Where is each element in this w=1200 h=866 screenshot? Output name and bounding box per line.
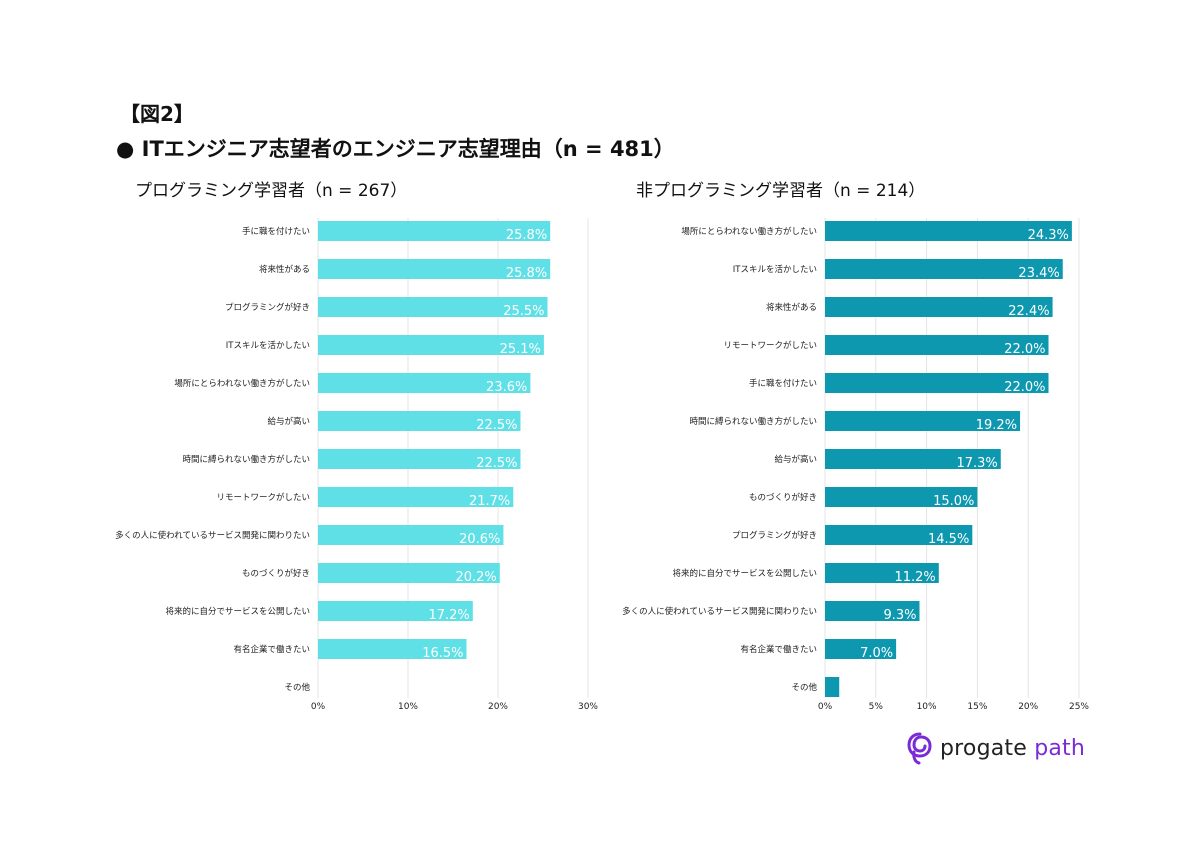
category-label: 多くの人に使われているサービス開発に関わりたい xyxy=(115,530,310,541)
bar xyxy=(825,221,1072,241)
data-label: 21.7% xyxy=(469,494,510,509)
bar xyxy=(825,449,1001,469)
category-label: リモートワークがしたい xyxy=(216,492,310,503)
bar xyxy=(318,563,500,583)
category-label: ITスキルを活かしたい xyxy=(226,340,310,351)
data-label: 22.0% xyxy=(1004,342,1045,357)
data-label: 22.4% xyxy=(1008,304,1049,319)
logo-text-path: path xyxy=(1034,735,1086,761)
x-tick-label: 30% xyxy=(578,702,598,712)
bar xyxy=(825,563,939,583)
logo-text-progate: progate xyxy=(940,735,1027,761)
data-label: 23.6% xyxy=(486,380,527,395)
category-label: 手に職を付けたい xyxy=(242,226,310,237)
category-label: 給与が高い xyxy=(774,454,817,465)
category-label: 将来的に自分でサービスを公開したい xyxy=(165,606,310,617)
data-label: 22.5% xyxy=(476,418,517,433)
x-tick-label: 15% xyxy=(967,702,987,712)
chart-title-learners: プログラミング学習者（n = 267） xyxy=(135,181,408,201)
bar xyxy=(318,639,467,659)
bar xyxy=(825,259,1063,279)
category-label: 多くの人に使われているサービス開発に関わりたい xyxy=(622,606,817,617)
data-label: 25.5% xyxy=(503,304,544,319)
data-label: 25.1% xyxy=(500,342,541,357)
category-label: ものづくりが好き xyxy=(749,492,817,503)
data-label: 11.2% xyxy=(894,570,935,585)
x-tick-label: 5% xyxy=(869,702,884,712)
bar xyxy=(318,335,544,355)
category-label: 将来的に自分でサービスを公開したい xyxy=(672,568,817,579)
category-label: 給与が高い xyxy=(267,416,310,427)
category-label: リモートワークがしたい xyxy=(723,340,817,351)
main-title: ● ITエンジニア志望者のエンジニア志望理由（n = 481） xyxy=(116,137,675,161)
category-label: 時間に縛られない働き方がしたい xyxy=(689,416,817,427)
bar xyxy=(318,411,521,431)
category-label: 将来性がある xyxy=(766,302,817,313)
data-label: 23.4% xyxy=(1018,266,1059,281)
data-label: 16.5% xyxy=(422,646,463,661)
bar xyxy=(825,525,973,545)
x-tick-label: 0% xyxy=(311,702,326,712)
data-label: 17.2% xyxy=(428,608,469,623)
data-label: 25.8% xyxy=(506,266,547,281)
category-label: その他 xyxy=(284,682,310,693)
bar xyxy=(825,411,1021,431)
bar xyxy=(318,221,551,241)
figure-label: 【図2】 xyxy=(120,102,194,126)
bar xyxy=(318,525,504,545)
x-tick-label: 25% xyxy=(1069,702,1089,712)
category-label: プログラミングが好き xyxy=(225,302,310,313)
x-tick-label: 10% xyxy=(917,702,937,712)
category-label: 時間に縛られない働き方がしたい xyxy=(182,454,310,465)
data-label: 22.5% xyxy=(476,456,517,471)
category-label: 場所にとらわれない働き方がしたい xyxy=(174,378,310,389)
category-label: 手に職を付けたい xyxy=(749,378,817,389)
data-label: 17.3% xyxy=(956,456,997,471)
bar xyxy=(825,487,978,507)
data-label: 15.0% xyxy=(933,494,974,509)
category-label: ものづくりが好き xyxy=(242,568,310,579)
bar xyxy=(318,601,473,621)
category-label: プログラミングが好き xyxy=(732,530,817,541)
data-label: 25.8% xyxy=(506,228,547,243)
x-tick-label: 20% xyxy=(1018,702,1038,712)
bar xyxy=(318,373,531,393)
progate-path-logo: progate path xyxy=(906,730,1085,766)
data-label: 19.2% xyxy=(976,418,1017,433)
bar xyxy=(318,449,521,469)
category-label: その他 xyxy=(791,682,817,693)
data-label: 9.3% xyxy=(883,608,916,623)
chart-title-non-learners: 非プログラミング学習者（n = 214） xyxy=(636,181,926,201)
data-label: 7.0% xyxy=(860,646,893,661)
bar xyxy=(318,487,514,507)
data-label: 20.2% xyxy=(455,570,496,585)
data-label: 14.5% xyxy=(928,532,969,547)
category-label: 場所にとらわれない働き方がしたい xyxy=(681,226,817,237)
bar xyxy=(825,601,920,621)
category-label: ITスキルを活かしたい xyxy=(733,264,817,275)
bar xyxy=(825,297,1053,317)
data-label: 24.3% xyxy=(1028,228,1069,243)
bar xyxy=(825,677,840,697)
bar xyxy=(318,297,548,317)
x-tick-label: 0% xyxy=(818,702,833,712)
category-label: 有名企業で働きたい xyxy=(740,644,817,655)
progate-logo-icon xyxy=(907,732,932,765)
bar xyxy=(825,639,897,659)
bar xyxy=(825,373,1049,393)
category-label: 有名企業で働きたい xyxy=(233,644,310,655)
category-label: 将来性がある xyxy=(259,264,310,275)
bar xyxy=(825,335,1049,355)
data-label: 20.6% xyxy=(459,532,500,547)
x-tick-label: 20% xyxy=(488,702,508,712)
data-label: 22.0% xyxy=(1004,380,1045,395)
x-tick-label: 10% xyxy=(398,702,418,712)
bar xyxy=(318,259,551,279)
